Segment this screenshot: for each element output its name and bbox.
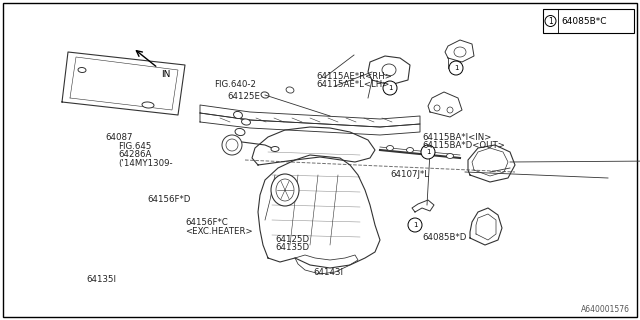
Text: 64115AE*R<RH>: 64115AE*R<RH> [317, 72, 393, 81]
Ellipse shape [235, 128, 245, 136]
Ellipse shape [261, 92, 269, 98]
Text: 64156F*D: 64156F*D [147, 196, 191, 204]
Ellipse shape [241, 119, 250, 125]
Ellipse shape [271, 174, 299, 206]
Text: 64156F*C: 64156F*C [186, 218, 228, 227]
Ellipse shape [286, 87, 294, 93]
Circle shape [545, 15, 556, 27]
Ellipse shape [382, 64, 396, 76]
Ellipse shape [406, 148, 413, 153]
Circle shape [447, 107, 453, 113]
Bar [543, 9, 634, 33]
Circle shape [408, 218, 422, 232]
Text: 1: 1 [413, 222, 417, 228]
Text: 64143I: 64143I [314, 268, 344, 277]
Circle shape [226, 139, 238, 151]
Ellipse shape [78, 68, 86, 73]
Circle shape [383, 81, 397, 95]
Circle shape [222, 135, 242, 155]
Text: 64085B*C: 64085B*C [561, 17, 607, 26]
Text: 1: 1 [548, 17, 553, 26]
Text: ('14MY1309-: ('14MY1309- [118, 159, 173, 168]
Text: 64115BA*I<IN>: 64115BA*I<IN> [422, 133, 492, 142]
Text: A640001576: A640001576 [581, 305, 630, 314]
Text: 64115BA*D<OUT>: 64115BA*D<OUT> [422, 141, 505, 150]
Ellipse shape [276, 179, 294, 201]
Ellipse shape [447, 154, 454, 158]
Text: 1: 1 [388, 85, 392, 91]
Text: 64135I: 64135I [86, 275, 116, 284]
Ellipse shape [271, 147, 279, 151]
Text: <EXC.HEATER>: <EXC.HEATER> [186, 227, 253, 236]
Text: 64135D: 64135D [275, 244, 309, 252]
Text: 64286A: 64286A [118, 150, 152, 159]
Text: 1: 1 [454, 65, 458, 71]
Circle shape [434, 105, 440, 111]
Ellipse shape [234, 111, 243, 119]
Text: IN: IN [161, 70, 170, 79]
Text: 64107J*L: 64107J*L [390, 170, 429, 179]
Text: 64125E: 64125E [227, 92, 260, 100]
Circle shape [421, 145, 435, 159]
Text: 1: 1 [426, 149, 430, 155]
Text: 64115AE*L<LH>: 64115AE*L<LH> [317, 80, 390, 89]
Text: 64085B*D: 64085B*D [422, 233, 467, 242]
Circle shape [449, 61, 463, 75]
Ellipse shape [142, 102, 154, 108]
Text: 64087: 64087 [106, 133, 133, 142]
Text: 64125D: 64125D [275, 235, 309, 244]
Ellipse shape [387, 146, 394, 150]
Text: FIG.640-2: FIG.640-2 [214, 80, 257, 89]
Text: FIG.645: FIG.645 [118, 142, 152, 151]
Ellipse shape [454, 47, 466, 57]
